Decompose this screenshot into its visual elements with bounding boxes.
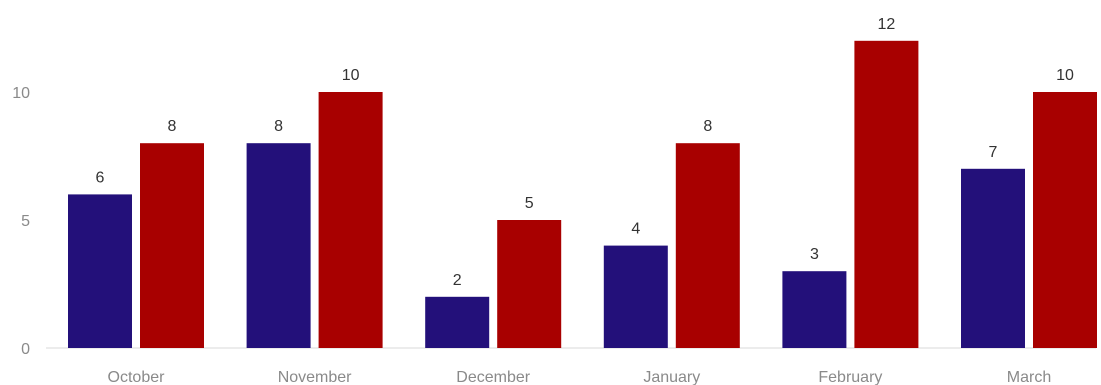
- data-label: 2: [453, 272, 462, 289]
- data-label: 8: [168, 118, 177, 135]
- bar-november-series-2: [318, 92, 383, 348]
- x-tick-label: October: [108, 369, 166, 385]
- bar-february-series-2: [854, 40, 919, 349]
- y-tick-label: 5: [21, 213, 30, 230]
- data-label: 5: [525, 195, 534, 212]
- bar-january-series-2: [675, 143, 740, 348]
- y-tick-label: 0: [21, 341, 30, 358]
- bar-march-series-2: [1033, 92, 1097, 348]
- data-label: 6: [96, 169, 105, 186]
- x-tick-label: January: [643, 369, 700, 385]
- data-label: 10: [342, 67, 360, 84]
- data-label: 10: [1056, 67, 1074, 84]
- bar-december-series-2: [497, 220, 562, 348]
- x-tick-label: November: [278, 369, 352, 385]
- data-labels-group: 6 8 8 10 2 5 4 8 3 12 7 10: [96, 16, 1074, 289]
- bar-october-series-2: [140, 143, 204, 348]
- data-label: 7: [989, 144, 998, 161]
- y-tick-label: 10: [12, 85, 30, 102]
- x-tick-label: February: [818, 369, 882, 385]
- x-tick-label: December: [456, 369, 530, 385]
- data-label: 3: [810, 246, 819, 263]
- bar-series-group: [68, 40, 1097, 349]
- x-axis-tick-labels: October November December January February Ma…: [108, 369, 1052, 385]
- bar-february-series-1: [782, 271, 847, 348]
- bar-november-series-1: [246, 143, 311, 348]
- data-label: 8: [703, 118, 712, 135]
- bar-october-series-1: [68, 194, 132, 348]
- x-tick-label: March: [1007, 369, 1051, 385]
- data-label: 12: [878, 16, 896, 33]
- bar-december-series-1: [425, 296, 490, 348]
- data-label: 8: [274, 118, 283, 135]
- data-label: 4: [631, 221, 640, 238]
- bar-january-series-1: [603, 245, 668, 348]
- y-axis-tick-labels: 0 5 10: [12, 85, 30, 358]
- bar-march-series-1: [961, 168, 1025, 348]
